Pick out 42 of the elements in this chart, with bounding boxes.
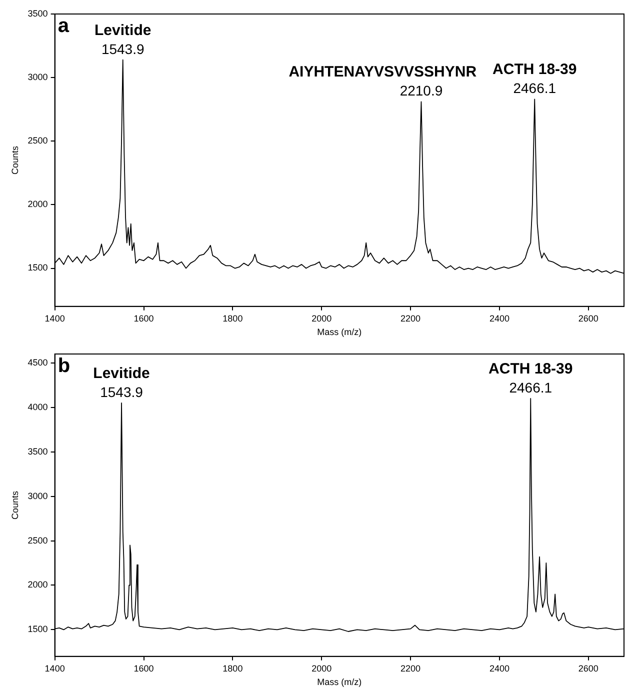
y-tick-label: 3500 [28, 446, 48, 456]
x-tick-label: 2600 [578, 313, 598, 324]
y-tick-label: 4500 [28, 357, 48, 368]
x-tick-label: 1400 [44, 313, 65, 324]
annotation: ACTH 18-39 [492, 61, 577, 78]
x-tick-label: 1600 [134, 663, 154, 674]
x-axis-title: Mass (m/z) [317, 677, 362, 688]
x-axis-title: Mass (m/z) [317, 327, 362, 338]
y-axis-title: Counts [10, 490, 20, 520]
y-tick-label: 1500 [28, 624, 48, 634]
annotation: a [58, 15, 70, 37]
annotation: 2466.1 [509, 379, 552, 396]
y-tick-label: 3000 [28, 490, 48, 501]
annotation: ACTH 18-39 [488, 360, 573, 378]
x-tick-label: 1600 [134, 313, 154, 324]
annotation: Levitide [94, 22, 152, 39]
x-tick-label: 1400 [44, 663, 65, 674]
annotation: 1543.9 [100, 384, 144, 400]
annotation: 2210.9 [400, 82, 443, 99]
annotation: AIYHTENAYVSVVSSHYNR [288, 64, 477, 81]
annotation: 1543.9 [101, 40, 144, 57]
y-tick-label: 4000 [28, 402, 48, 412]
x-tick-label: 2000 [312, 313, 332, 324]
x-tick-label: 2200 [400, 313, 421, 324]
x-tick-label: 2000 [312, 663, 332, 674]
y-tick-label: 2000 [28, 199, 48, 210]
annotation: 2466.1 [513, 80, 556, 96]
x-tick-label: 2400 [489, 663, 510, 674]
y-axis-title: Counts [10, 145, 20, 174]
y-tick-label: 1500 [28, 262, 48, 273]
annotation: Levitide [93, 364, 150, 382]
x-tick-label: 1800 [222, 313, 243, 324]
y-tick-label: 2500 [28, 535, 48, 546]
x-tick-label: 2400 [489, 313, 510, 324]
y-tick-label: 3500 [28, 8, 48, 18]
annotation: b [58, 355, 70, 377]
y-tick-label: 3000 [28, 72, 48, 82]
y-tick-label: 2000 [28, 580, 48, 590]
x-tick-label: 2200 [400, 663, 421, 674]
x-tick-label: 1800 [222, 663, 243, 674]
y-tick-label: 2500 [28, 136, 48, 146]
x-tick-label: 2600 [578, 663, 598, 674]
